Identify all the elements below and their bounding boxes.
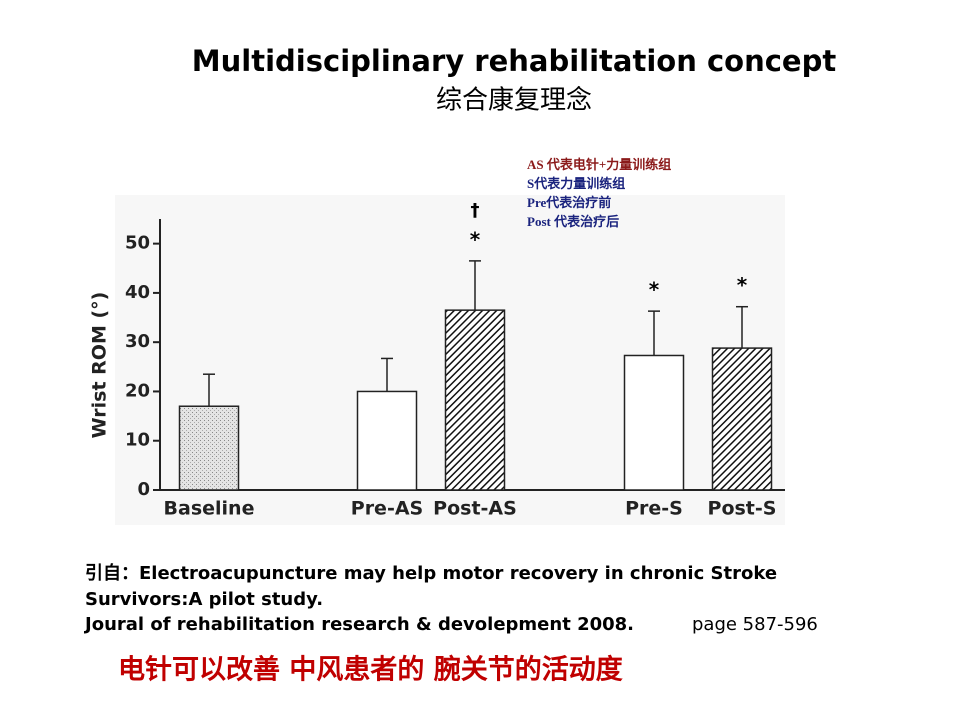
bar — [623, 354, 685, 491]
bar — [356, 390, 418, 491]
slide-title: Multidisciplinary rehabilitation concept — [192, 44, 837, 78]
x-tick-label: Pre-S — [625, 498, 683, 520]
y-axis-label: Wrist ROM (°) — [89, 292, 111, 439]
bar — [444, 309, 506, 491]
y-tick-label: 50 — [125, 233, 150, 254]
y-tick-label: 20 — [125, 380, 150, 401]
significance-star: * — [649, 278, 660, 302]
slide-subtitle: 综合康复理念 — [436, 86, 592, 116]
note: S代表力量训练组 — [527, 176, 625, 191]
significance-star: * — [737, 273, 748, 297]
note: AS 代表电针+力量训练组 — [527, 157, 671, 172]
conclusion: 电针可以改善 中风患者的 腕关节的活动度 — [118, 654, 623, 686]
y-tick-label: 30 — [125, 331, 150, 352]
significance-star: * — [470, 227, 481, 251]
note: Post 代表治疗后 — [527, 214, 619, 229]
significance-dagger: † — [471, 200, 480, 221]
y-tick-label: 0 — [137, 479, 150, 500]
citation: Survivors:A pilot study. — [85, 589, 323, 610]
citation: 引自：Electroacupuncture may help motor rec… — [85, 562, 777, 584]
bar — [178, 405, 240, 491]
x-tick-label: Pre-AS — [351, 498, 423, 520]
citation: Joural of rehabilitation research & devo… — [83, 614, 634, 635]
x-tick-label: Post-S — [708, 498, 777, 520]
y-tick-label: 10 — [125, 430, 150, 451]
y-tick-label: 40 — [125, 282, 150, 303]
x-tick-label: Post-AS — [433, 498, 517, 520]
x-tick-label: Baseline — [164, 498, 255, 520]
note: Pre代表治疗前 — [527, 195, 611, 210]
bar — [711, 347, 773, 491]
citation-pages: page 587-596 — [692, 614, 818, 635]
